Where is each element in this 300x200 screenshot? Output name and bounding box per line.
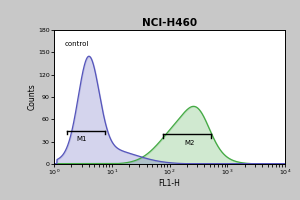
Text: M1: M1 — [76, 136, 86, 142]
Title: NCI-H460: NCI-H460 — [142, 18, 197, 28]
Text: M2: M2 — [184, 140, 195, 146]
Y-axis label: Counts: Counts — [28, 84, 37, 110]
Text: control: control — [64, 41, 89, 47]
X-axis label: FL1-H: FL1-H — [159, 179, 180, 188]
